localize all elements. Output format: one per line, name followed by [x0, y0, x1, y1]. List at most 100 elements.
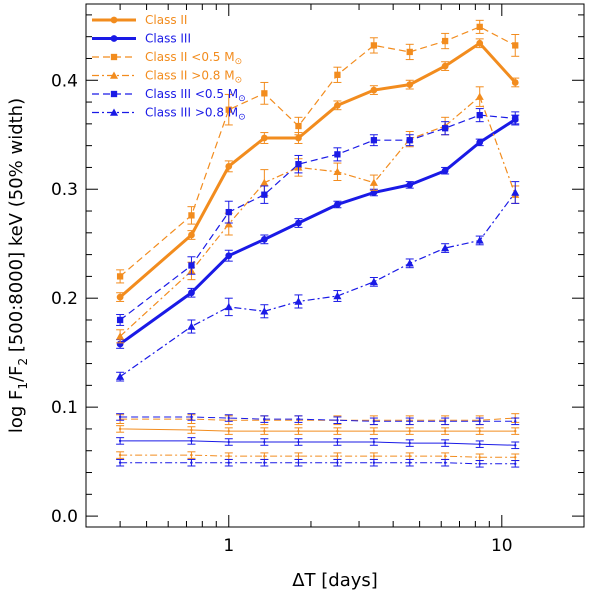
baseline-point — [514, 444, 517, 447]
baseline-point — [336, 461, 339, 464]
y-axis-title-rest: [500:8000] keV (50% width) — [6, 98, 27, 358]
baseline-point — [443, 461, 447, 464]
legend-label-sub: ⊙ — [235, 76, 243, 86]
data-point — [511, 188, 520, 196]
legend-label: Class III — [145, 32, 191, 46]
baseline-point — [263, 429, 266, 433]
y-tick-label: 0.1 — [51, 398, 78, 418]
baseline-line — [120, 428, 516, 432]
data-point — [110, 53, 118, 61]
baseline-point — [227, 416, 230, 420]
data-point — [260, 235, 268, 243]
data-point — [370, 86, 378, 94]
baseline-point — [227, 429, 230, 433]
data-point — [116, 273, 124, 280]
data-point — [406, 81, 414, 89]
legend-label: Class II <0.5 M⊙ — [145, 50, 242, 67]
baseline-point — [263, 417, 266, 421]
legend-entry: Class II — [92, 13, 187, 27]
baseline-point — [190, 461, 193, 464]
baseline-line — [120, 440, 516, 446]
baseline-point — [372, 440, 376, 444]
data-point — [512, 42, 519, 49]
baseline-point — [297, 440, 300, 444]
data-point — [109, 108, 119, 116]
data-point — [370, 42, 378, 49]
data-point — [116, 332, 125, 340]
legend: Class II Class III Class II <0.5 M⊙ Class I… — [92, 13, 246, 123]
baseline-point — [514, 429, 517, 433]
baseline-point — [443, 441, 447, 445]
data-point — [370, 137, 378, 144]
data-point — [110, 90, 118, 98]
data-point — [405, 259, 414, 267]
y-tick-label: 0.0 — [51, 507, 78, 527]
data-point — [476, 39, 484, 47]
baseline-point — [263, 454, 266, 458]
data-point — [476, 139, 484, 146]
baseline-point — [372, 429, 376, 433]
baseline-point — [263, 440, 266, 444]
data-point — [260, 134, 268, 142]
series-line — [119, 114, 516, 321]
data-point — [369, 277, 378, 286]
data-point — [441, 244, 450, 252]
data-point — [406, 137, 413, 144]
data-point — [475, 92, 484, 100]
data-point — [333, 167, 342, 176]
legend-label: Class II — [145, 13, 187, 27]
data-series — [116, 114, 520, 349]
baseline-point — [408, 441, 411, 445]
baseline-point — [336, 454, 339, 458]
baseline-point — [227, 461, 230, 464]
y-tick-label: 0.2 — [51, 289, 78, 309]
y-tick-label: 0.4 — [51, 71, 78, 91]
data-point — [224, 302, 233, 311]
data-point — [188, 231, 195, 239]
baseline-series-group — [116, 413, 520, 468]
baseline-point — [408, 429, 411, 433]
axis-ticks-group: 0.0 0.1 0.2 0.3 0.4 1 10 — [51, 4, 585, 556]
baseline-point — [297, 417, 300, 421]
legend-label: Class III <0.5 M⊙ — [145, 87, 246, 104]
baseline-point — [514, 462, 517, 466]
baseline-series — [116, 458, 520, 468]
series-line — [119, 118, 517, 346]
data-point — [295, 134, 302, 142]
data-point — [441, 37, 449, 45]
legend-label: Class III >0.8 M⊙ — [145, 106, 246, 123]
data-point — [295, 122, 302, 130]
legend-label-sub: ⊙ — [235, 57, 243, 67]
data-point — [294, 297, 303, 305]
baseline-series — [116, 437, 520, 450]
data-series — [116, 181, 520, 382]
series-line — [119, 192, 516, 378]
data-series — [116, 108, 520, 326]
baseline-point — [263, 461, 266, 464]
baseline-series — [116, 425, 520, 435]
legend-label: Class II >0.8 M⊙ — [145, 69, 242, 86]
baseline-point — [227, 454, 230, 458]
data-point — [334, 71, 341, 78]
baseline-point — [408, 420, 411, 423]
data-series-group — [116, 19, 520, 382]
data-point — [406, 48, 413, 56]
baseline-point — [514, 456, 517, 459]
x-tick-label: 1 — [223, 536, 234, 556]
baseline-point — [227, 440, 230, 444]
y-axis-title: log F1/F2 [500:8000] keV (50% width) — [6, 98, 30, 433]
baseline-point — [297, 461, 300, 464]
data-point — [369, 178, 378, 186]
y-axis-title-prefix: log F — [6, 390, 27, 434]
baseline-series — [116, 413, 520, 426]
baseline-point — [443, 454, 447, 458]
data-point — [188, 262, 195, 269]
baseline-line — [120, 417, 516, 421]
baseline-point — [478, 429, 481, 433]
baseline-line — [120, 416, 516, 422]
data-series — [116, 38, 520, 302]
data-point — [116, 340, 124, 348]
baseline-point — [336, 440, 339, 444]
baseline-point — [118, 415, 122, 419]
baseline-point — [190, 453, 193, 457]
